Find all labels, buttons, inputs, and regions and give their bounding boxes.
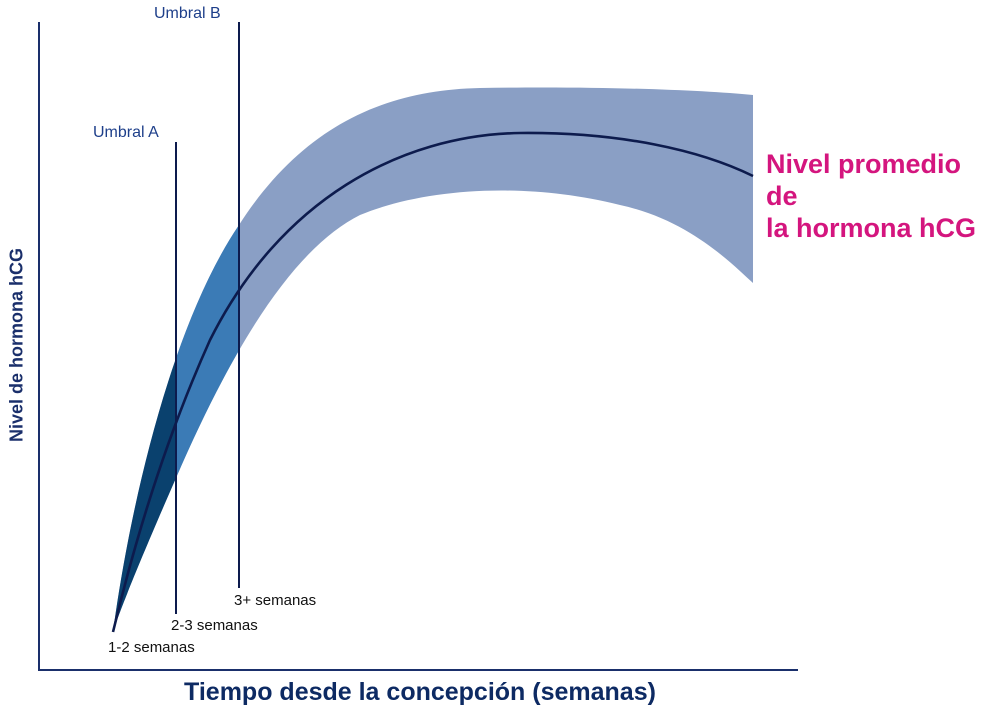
threshold-label-b: Umbral B	[154, 5, 221, 22]
y-axis-label: Nivel de hormona hCG	[6, 247, 27, 443]
period-label-a: 2-3 semanas	[171, 617, 258, 634]
series-label: Nivel promedio de la hormona hCG	[766, 148, 988, 244]
band-before-umbral-a	[113, 358, 176, 632]
band-after-umbral-b	[113, 87, 753, 632]
mean-hcg-line	[111, 131, 754, 633]
x-axis-label: Tiempo desde la concepción (semanas)	[184, 678, 656, 706]
threshold-label-a: Umbral A	[93, 124, 159, 141]
start-period-label: 1-2 semanas	[108, 639, 195, 656]
y-axis-label-wrap: Nivel de hormona hCG	[4, 230, 30, 460]
series-label-line-1: Nivel promedio de	[766, 149, 962, 211]
band-umbral-a-to-b	[176, 225, 239, 478]
period-label-b: 3+ semanas	[234, 592, 317, 609]
series-label-line-2: la hormona hCG	[766, 213, 977, 243]
